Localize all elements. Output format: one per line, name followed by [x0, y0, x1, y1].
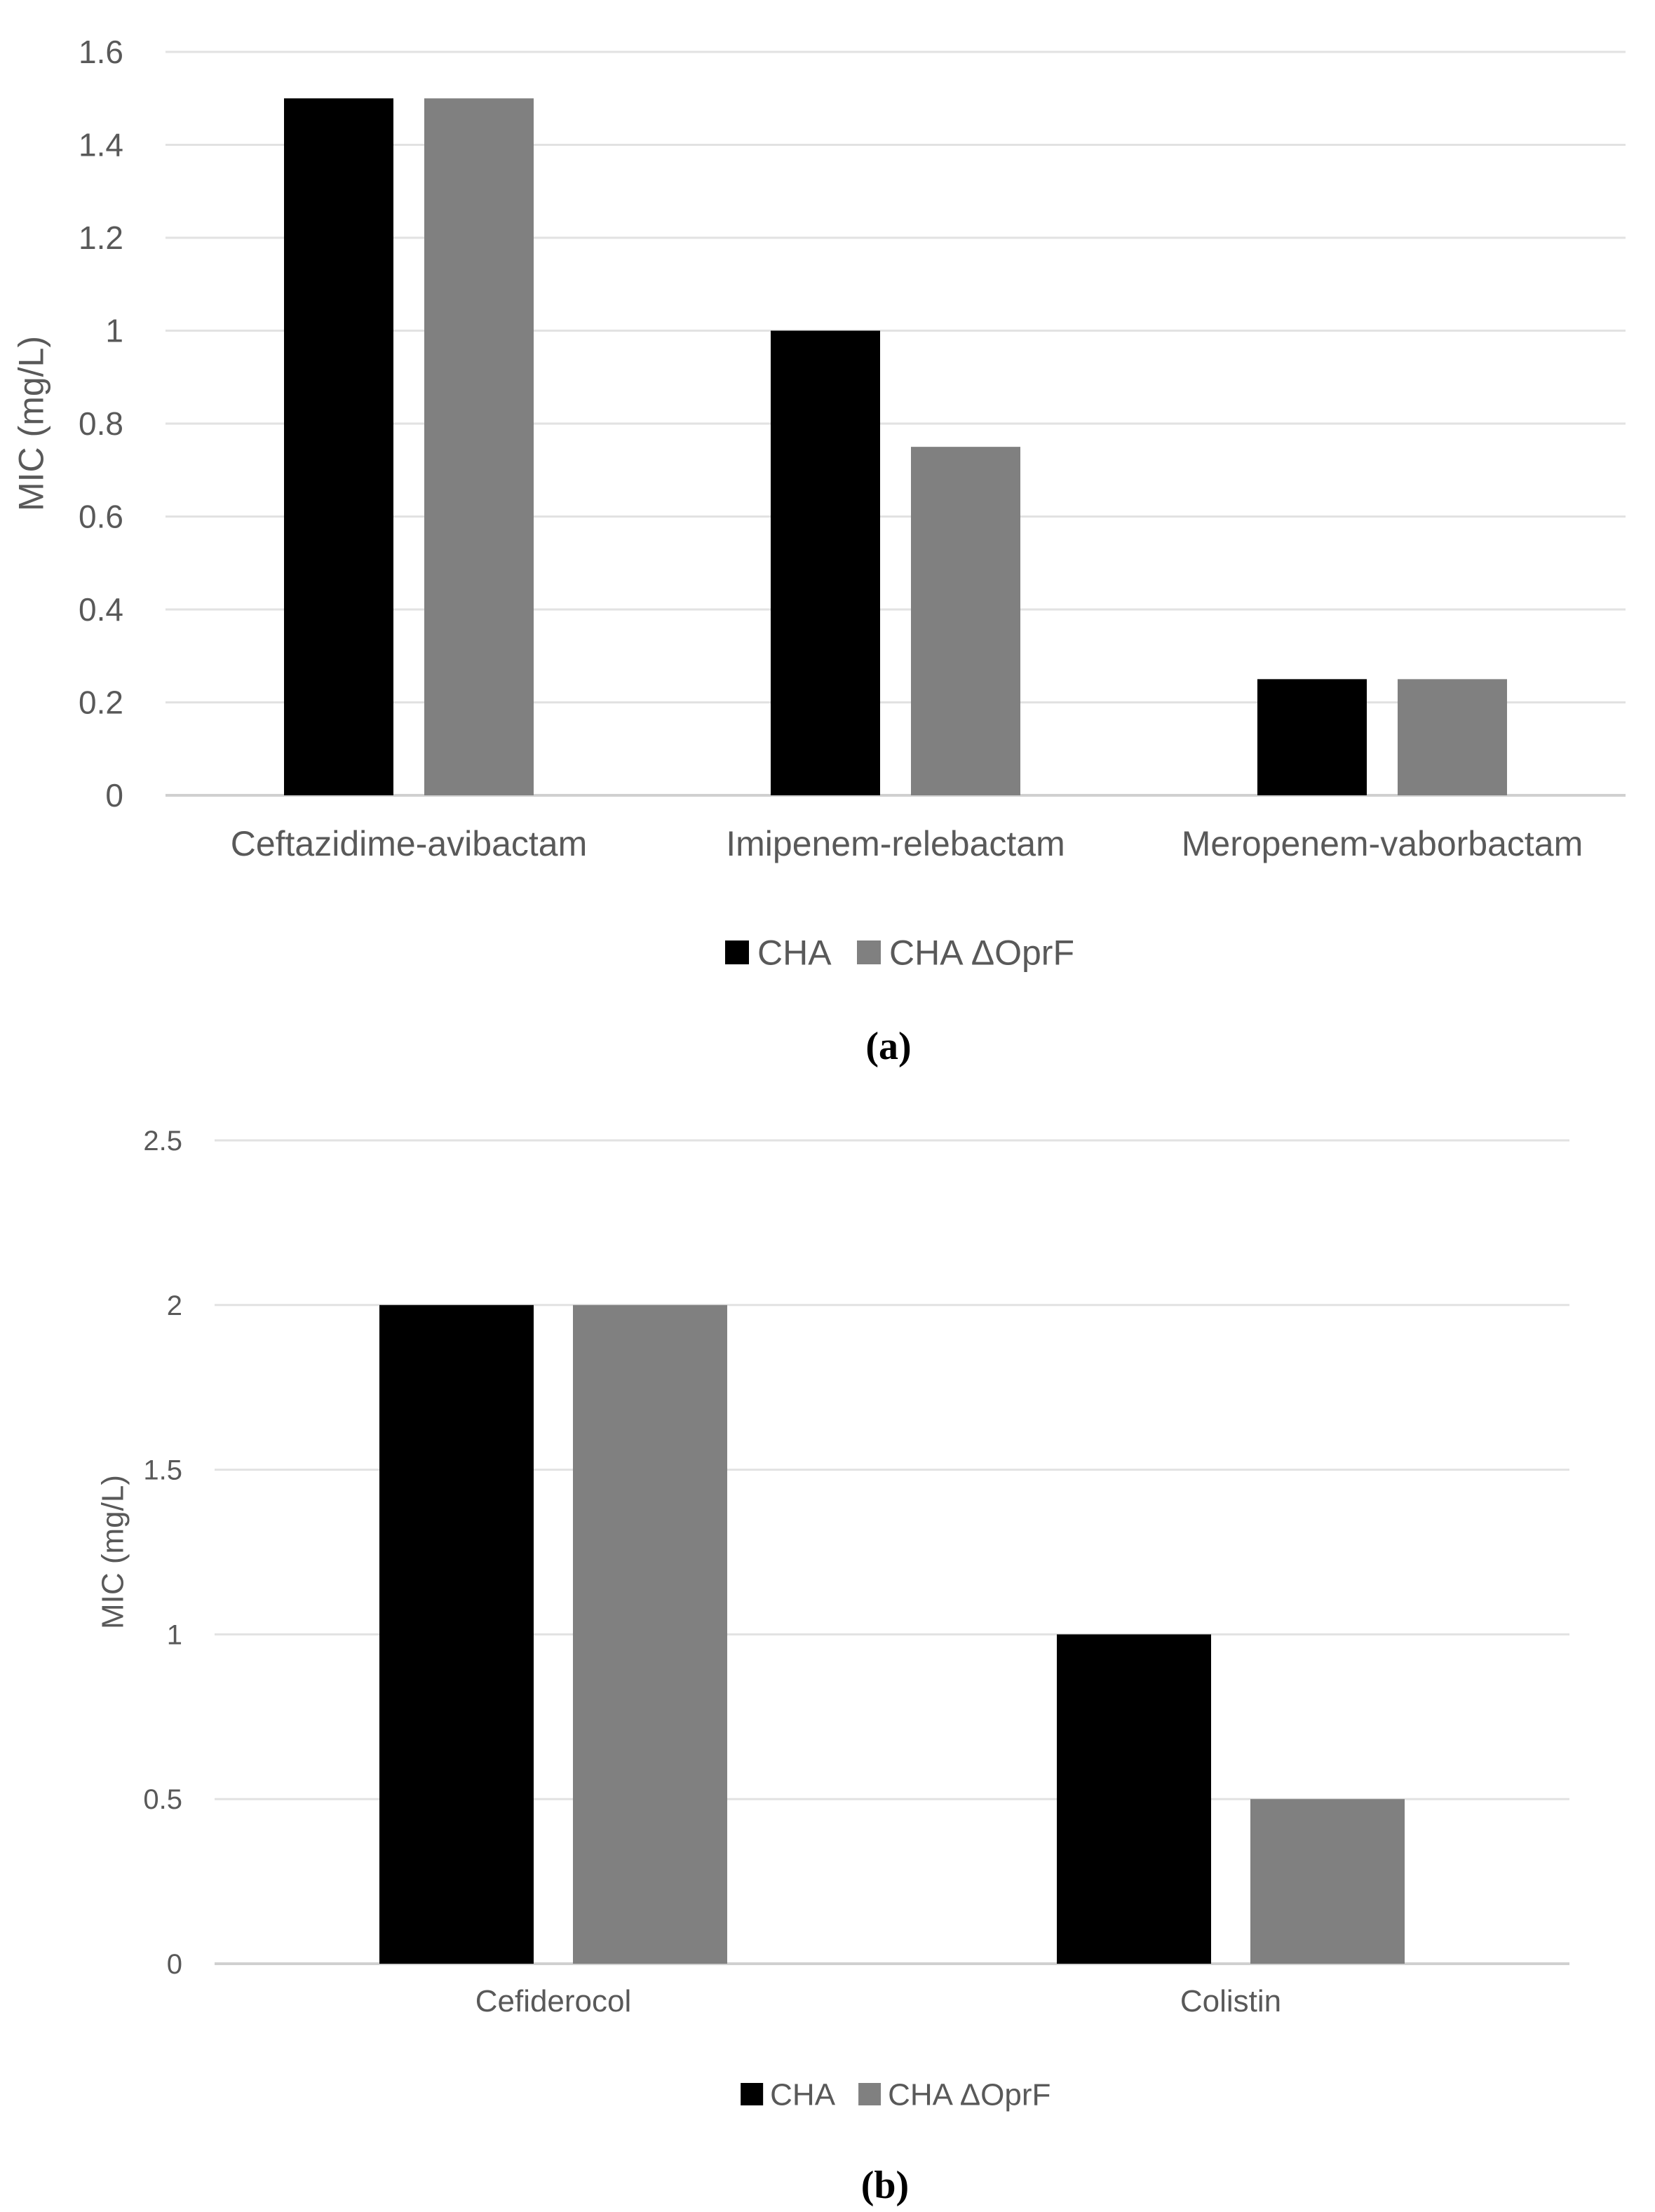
y-tick-label: 1 — [105, 313, 123, 349]
bar-cha-doprf — [1250, 1799, 1405, 1964]
y-tick-label: 0.2 — [79, 684, 123, 721]
category-label: Cefiderocol — [475, 1984, 632, 2018]
panel-label: (b) — [861, 2164, 909, 2207]
chart-a: 0 0.2 0.4 0.6 0.8 1 1.2 1.4 1.6 MIC (mg/L) Ceftazi… — [12, 34, 1626, 1068]
y-axis-title: MIC (mg/L) — [12, 336, 51, 511]
category-label: Colistin — [1180, 1984, 1281, 2018]
y-tick-label: 0.5 — [143, 1784, 182, 1815]
y-tick-label: 0 — [167, 1949, 182, 1980]
chart-b: 0 0.5 1 1.5 2 2.5 MIC (mg/L) Cefiderocol Colisti… — [95, 1126, 1569, 2207]
y-tick-label: 2 — [167, 1290, 182, 1321]
y-tick-label: 1.6 — [79, 34, 123, 70]
category-label: Meropenem-vaborbactam — [1182, 824, 1583, 863]
bar-cha — [1257, 679, 1367, 795]
bar-cha — [771, 330, 880, 795]
y-tick-label: 2.5 — [143, 1126, 182, 1156]
bar-cha — [284, 98, 393, 795]
bar-cha — [1057, 1634, 1211, 1964]
legend-label: CHA ΔOprF — [888, 2077, 1051, 2112]
y-tick-label: 0 — [105, 777, 123, 814]
legend-swatch — [857, 940, 881, 964]
y-tick-label: 1 — [167, 1619, 182, 1650]
legend-swatch — [858, 2083, 881, 2105]
bar-cha — [379, 1304, 534, 1964]
y-tick-label: 1.2 — [79, 220, 123, 256]
bar-cha-doprf — [573, 1304, 727, 1964]
y-tick-label: 0.6 — [79, 499, 123, 535]
y-tick-label: 0.8 — [79, 405, 123, 442]
y-tick-label: 1.4 — [79, 127, 123, 163]
legend-label: CHA ΔOprF — [889, 933, 1074, 973]
y-axis-title: MIC (mg/L) — [95, 1475, 130, 1629]
y-tick-label: 1.5 — [143, 1455, 182, 1486]
legend-label: CHA — [770, 2077, 836, 2112]
bar-cha-doprf — [911, 447, 1020, 795]
panel-label: (a) — [865, 1025, 911, 1068]
category-label: Imipenem-relebactam — [726, 824, 1065, 863]
legend-label: CHA — [757, 933, 832, 973]
legend-swatch — [741, 2083, 764, 2105]
bar-cha-doprf — [424, 98, 534, 795]
legend-swatch — [725, 940, 749, 964]
category-label: Ceftazidime-avibactam — [231, 824, 588, 863]
bar-cha-doprf — [1398, 679, 1507, 795]
y-tick-label: 0.4 — [79, 591, 123, 628]
